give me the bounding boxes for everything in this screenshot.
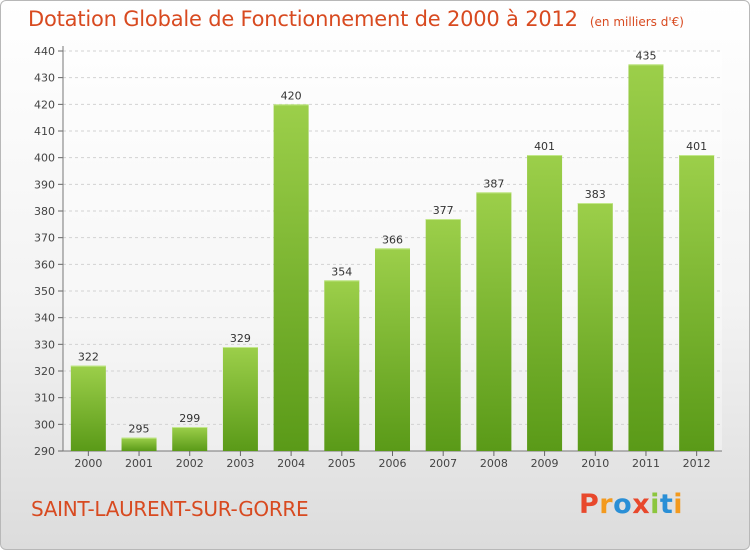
bar [222,347,258,451]
bar [172,427,208,451]
chart-title-text: Dotation Globale de Fonctionnement de 20… [28,7,578,31]
y-tick-label: 360 [34,258,55,271]
logo-letter: P [579,489,600,520]
x-tick-label: 2010 [581,457,609,470]
x-tick-label: 2000 [74,457,102,470]
bar [121,437,157,451]
x-tick-label: 2008 [480,457,508,470]
bar-value-label: 377 [433,204,454,217]
x-tick-label: 2004 [277,457,305,470]
y-tick-label: 430 [34,72,55,85]
commune-name: SAINT-LAURENT-SUR-GORRE [31,497,309,521]
bar [375,248,410,451]
y-tick-label: 330 [34,338,55,351]
bar [476,192,512,452]
x-tick-label: 2002 [176,457,204,470]
bar-value-label: 435 [635,49,656,62]
x-tick-label: 2006 [379,457,407,470]
bar-value-label: 366 [382,233,403,246]
y-tick-label: 420 [34,98,55,111]
y-tick-label: 320 [34,365,55,378]
bar-value-label: 401 [534,140,555,153]
bar [425,219,461,451]
bar [70,365,106,451]
y-tick-label: 380 [34,205,55,218]
y-tick-label: 390 [34,178,55,191]
logo-letter: i [650,489,660,520]
x-tick-label: 2007 [429,457,457,470]
y-tick-label: 300 [34,418,55,431]
bar-value-label: 420 [281,89,302,102]
bar [527,155,563,451]
x-tick-label: 2005 [328,457,356,470]
proxiti-logo: Proxiti [579,489,683,520]
y-tick-label: 290 [34,445,55,458]
logo-letter: i [673,489,684,520]
bar-value-label: 299 [179,412,200,425]
bar [324,280,360,451]
y-tick-label: 340 [34,312,55,325]
bar-value-label: 329 [230,332,251,345]
x-tick-label: 2012 [683,457,711,470]
x-tick-label: 2001 [125,457,153,470]
bar [577,203,613,451]
y-tick-label: 350 [34,285,55,298]
logo-letter: o [613,489,633,520]
y-tick-label: 370 [34,232,55,245]
bar-value-label: 322 [78,351,99,364]
bar-value-label: 354 [331,265,352,278]
bar [679,155,715,451]
bar-value-label: 387 [483,177,504,190]
x-tick-label: 2003 [226,457,254,470]
logo-letter: x [632,489,651,520]
x-tick-label: 2009 [531,457,559,470]
chart-unit: (en milliers d'€) [589,15,684,29]
bar [628,64,664,452]
x-tick-label: 2011 [632,457,660,470]
y-tick-label: 310 [34,392,55,405]
y-tick-label: 440 [34,45,55,58]
logo-letter: r [599,489,614,520]
bar-value-label: 295 [129,423,150,436]
bar [273,104,309,451]
y-tick-label: 410 [34,125,55,138]
chart-title: Dotation Globale de Fonctionnement de 20… [28,7,684,31]
bar-value-label: 383 [585,188,606,201]
y-tick-label: 400 [34,152,55,165]
bar-value-label: 401 [686,140,707,153]
logo-letter: t [659,489,674,520]
